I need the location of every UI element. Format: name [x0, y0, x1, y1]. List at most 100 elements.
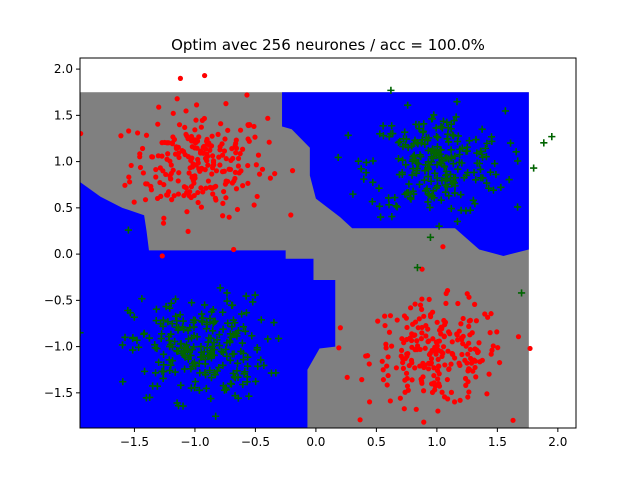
red-point	[430, 336, 436, 342]
green-point	[512, 148, 520, 156]
red-point	[457, 397, 463, 403]
green-point	[159, 322, 167, 330]
red-point	[140, 170, 146, 176]
green-point	[437, 122, 445, 130]
red-point	[205, 178, 212, 184]
green-point	[177, 381, 185, 389]
red-point	[237, 151, 243, 157]
red-point	[267, 175, 273, 181]
red-point	[223, 101, 229, 107]
red-point	[419, 306, 425, 312]
red-point	[440, 344, 447, 350]
red-point	[155, 153, 161, 159]
red-point	[436, 381, 442, 387]
green-point	[155, 358, 163, 366]
y-tick-label: 0.0	[54, 247, 73, 261]
red-point	[160, 220, 167, 226]
green-point	[404, 101, 412, 109]
green-point	[241, 368, 249, 376]
red-point	[385, 372, 391, 379]
green-point	[402, 135, 411, 143]
red-point	[170, 110, 176, 116]
red-point	[387, 313, 394, 319]
green-point	[215, 342, 224, 350]
green-point	[478, 153, 487, 161]
green-point	[453, 98, 461, 106]
red-point	[398, 347, 405, 354]
red-point	[435, 363, 442, 369]
green-point	[222, 345, 230, 353]
red-point	[336, 345, 342, 351]
red-point	[441, 394, 448, 400]
red-point	[399, 336, 405, 342]
red-point	[383, 341, 389, 347]
red-point	[232, 169, 238, 175]
red-point	[515, 334, 522, 340]
green-point	[487, 133, 496, 141]
x-tick-label: 0.5	[367, 435, 386, 449]
green-point	[394, 155, 403, 163]
green-point	[195, 386, 203, 394]
green-point	[408, 142, 416, 150]
red-point	[192, 175, 198, 181]
green-point	[159, 374, 167, 383]
red-point	[438, 331, 444, 337]
green-point	[430, 149, 438, 157]
red-point	[402, 356, 408, 362]
red-point	[366, 399, 373, 405]
green-point	[213, 336, 221, 344]
green-point	[260, 361, 268, 369]
green-point	[209, 327, 217, 335]
green-point	[211, 371, 219, 379]
green-point	[195, 359, 203, 368]
green-point	[362, 158, 370, 166]
red-point	[417, 302, 424, 308]
green-point	[198, 310, 206, 318]
green-point	[354, 157, 363, 165]
red-point	[234, 206, 241, 213]
green-point	[540, 139, 548, 147]
green-point	[244, 353, 252, 361]
y-tick-label: 1.5	[54, 108, 73, 122]
green-point	[152, 316, 160, 325]
red-point	[131, 199, 137, 205]
green-point	[420, 176, 428, 184]
red-point	[232, 142, 238, 149]
green-point	[513, 203, 522, 211]
red-point	[233, 150, 239, 156]
red-point	[465, 351, 471, 357]
green-point	[471, 200, 479, 208]
red-point	[222, 181, 229, 187]
red-point	[357, 417, 363, 423]
red-point	[189, 155, 195, 161]
green-point	[239, 380, 247, 389]
red-point	[253, 162, 259, 168]
red-point	[407, 305, 414, 311]
green-point	[160, 368, 168, 376]
red-point	[382, 322, 388, 329]
green-point	[443, 183, 451, 191]
green-point	[376, 213, 385, 221]
green-point	[135, 343, 143, 351]
green-point	[206, 366, 214, 375]
red-point	[488, 351, 494, 357]
green-point	[238, 310, 246, 318]
red-point	[444, 376, 450, 383]
red-point	[414, 338, 420, 344]
red-point	[235, 163, 242, 169]
red-point	[179, 147, 185, 154]
green-point	[202, 325, 210, 333]
y-tick-label: −0.5	[44, 293, 73, 307]
red-point	[456, 360, 462, 366]
red-point	[387, 398, 393, 404]
red-point	[422, 362, 428, 368]
green-point	[133, 336, 141, 344]
red-point	[259, 166, 266, 172]
red-point	[412, 319, 419, 325]
green-point	[190, 332, 198, 340]
green-point	[118, 341, 127, 349]
red-point	[384, 363, 390, 369]
green-point	[207, 394, 215, 403]
green-point	[443, 118, 451, 126]
green-point	[426, 203, 434, 212]
